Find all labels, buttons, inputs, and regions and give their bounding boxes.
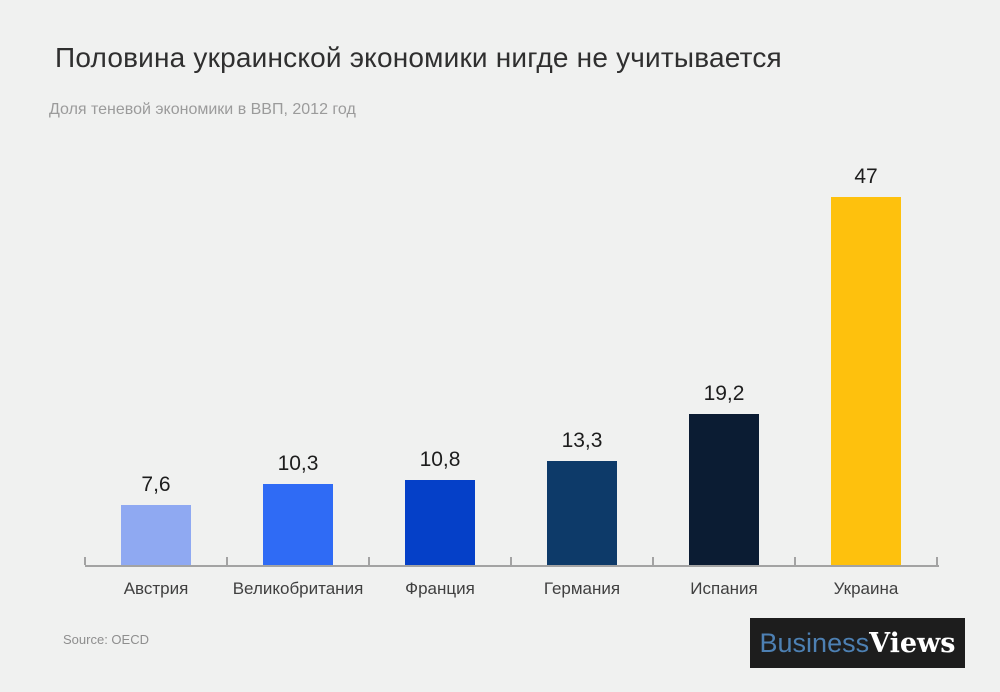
logo-text-business: Business [759, 627, 870, 658]
x-axis-tick [794, 557, 796, 565]
category-label-3: Германия [543, 579, 621, 598]
bar-0 [121, 505, 191, 565]
bar-2 [405, 480, 475, 565]
logo-text-views: Views [869, 627, 956, 659]
chart-title: Половина украинской экономики нигде не у… [55, 42, 782, 73]
bar-1 [263, 484, 333, 565]
value-label-4: 19,2 [703, 382, 745, 405]
x-axis-line [85, 565, 939, 567]
x-axis-tick [510, 557, 512, 565]
x-axis-tick [652, 557, 654, 565]
x-axis-tick [226, 557, 228, 565]
source-note: Source: OECD [63, 632, 149, 647]
x-axis-tick [84, 557, 86, 565]
value-label-5: 47 [854, 165, 878, 188]
value-label-1: 10,3 [277, 452, 319, 475]
value-label-2: 10,8 [419, 448, 461, 471]
category-label-4: Испания [690, 579, 758, 598]
category-label-1: Великобритания [232, 579, 364, 598]
category-label-2: Франция [405, 579, 475, 598]
chart-subtitle: Доля теневой экономики в ВВП, 2012 год [49, 101, 356, 118]
value-label-3: 13,3 [561, 429, 603, 452]
x-axis-tick [936, 557, 938, 565]
x-axis-tick [368, 557, 370, 565]
businessviews-logo: Business Views [750, 618, 965, 668]
bar-5 [831, 197, 901, 565]
bar-3 [547, 461, 617, 565]
value-label-0: 7,6 [141, 473, 171, 496]
bar-4 [689, 414, 759, 565]
category-label-0: Австрия [123, 579, 189, 598]
category-label-5: Украина [833, 579, 899, 598]
